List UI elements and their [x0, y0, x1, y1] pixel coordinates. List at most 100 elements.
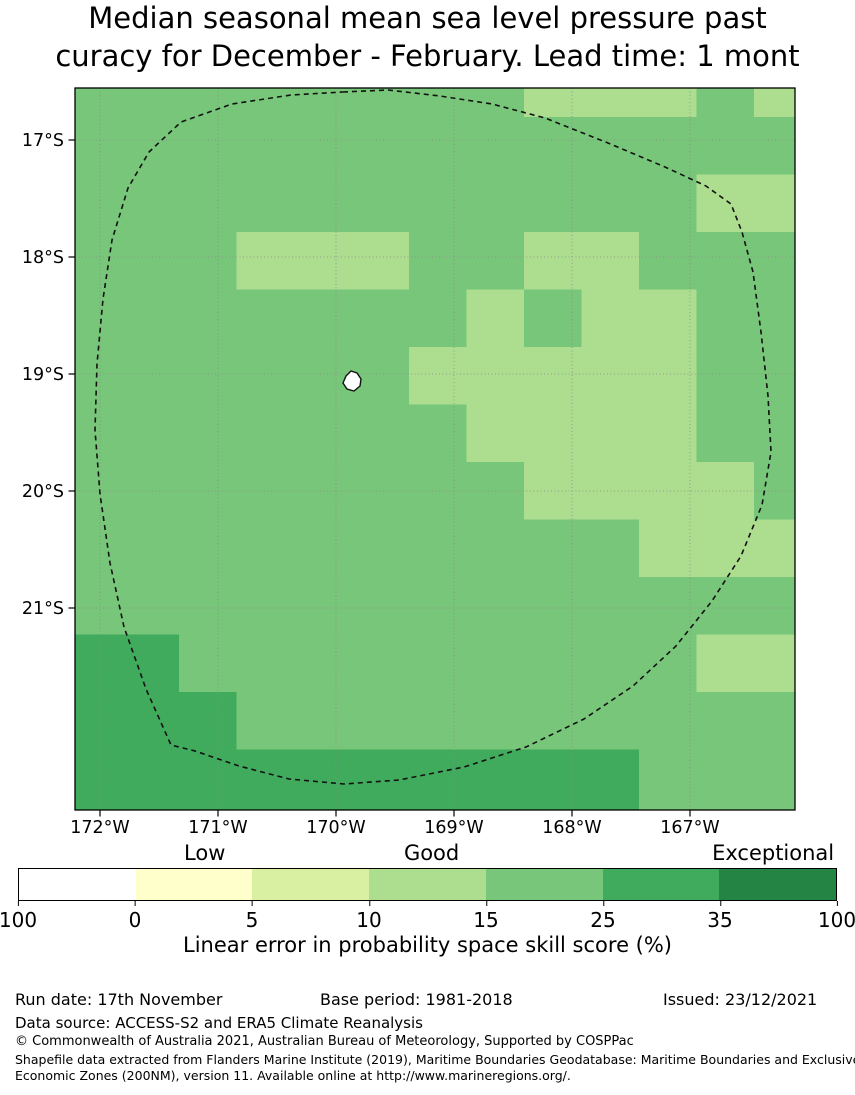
heatmap-cell [75, 117, 122, 175]
heatmap-cell [75, 692, 122, 750]
heatmap-cell [524, 634, 582, 692]
heatmap-cell [754, 692, 795, 750]
heatmap-cell [466, 117, 524, 175]
heatmap-cell [179, 634, 237, 692]
footer-shapefile-attribution-line-1: Shapefile data extracted from Flanders M… [15, 1052, 855, 1067]
lon-tick-label: 169°W [424, 818, 483, 838]
heatmap-cell [294, 692, 352, 750]
colorbar-tick-label: 15 [473, 901, 499, 932]
colorbar-segment [369, 869, 486, 900]
heatmap-cell [466, 749, 524, 810]
heatmap-cell [351, 117, 409, 175]
footer-issued-date: Issued: 23/12/2021 [663, 990, 818, 1009]
heatmap-cell [179, 577, 237, 635]
heatmap-cell [236, 289, 294, 347]
heatmap-cell [639, 519, 697, 577]
heatmap-cell [581, 749, 639, 810]
chart-title-line-2: curacy for December - February. Lead tim… [55, 39, 800, 73]
heatmap-cell [294, 634, 352, 692]
heatmap-cell [121, 289, 179, 347]
heatmap-cell [754, 749, 795, 810]
heatmap-cell [639, 462, 697, 520]
heatmap-cell [754, 232, 795, 290]
colorbar-category-labels: Low Good Exceptional [18, 841, 837, 867]
colorbar-category-label: Exceptional [712, 841, 835, 865]
heatmap-cell [409, 117, 467, 175]
heatmap-cell [696, 289, 754, 347]
axis-ticks [68, 139, 691, 817]
heatmap-cell [121, 519, 179, 577]
heatmap-cell [351, 404, 409, 462]
heatmap-cell [754, 174, 795, 232]
heatmap-cell [236, 404, 294, 462]
heatmap-cell [236, 462, 294, 520]
heatmap-cell [581, 347, 639, 405]
heatmap-cell [581, 519, 639, 577]
heatmap-cell [581, 174, 639, 232]
heatmap-cell [179, 519, 237, 577]
colorbar-axis-label: Linear error in probability space skill … [183, 933, 672, 957]
heatmap-cell [179, 289, 237, 347]
heatmap-cell [466, 174, 524, 232]
heatmap-cell [236, 117, 294, 175]
colorbar-segment [19, 869, 136, 900]
colorbar-tick-labels: 100 0 5 10 15 25 35 100 [0, 901, 855, 933]
heatmap-cell [639, 289, 697, 347]
heatmap-cell [409, 462, 467, 520]
heatmap-cell [639, 749, 697, 810]
niue-island-outline [342, 370, 362, 392]
heatmap-cell [524, 404, 582, 462]
heatmap-cell [639, 174, 697, 232]
axis-tick-labels: 172°W 171°W 170°W 169°W 168°W 167°W 17°S 18°S 19… [22, 131, 720, 838]
lon-tick-label: 172°W [70, 818, 129, 838]
heatmap-cell [294, 347, 352, 405]
heatmap-cell [409, 404, 467, 462]
lon-tick-label: 168°W [542, 818, 601, 838]
heatmap-cell [121, 749, 179, 810]
heatmap-cell [639, 634, 697, 692]
footer-copyright: © Commonwealth of Australia 2021, Austra… [15, 1034, 634, 1049]
heatmap-cell [121, 117, 179, 175]
colorbar-tick-label: 100 [818, 901, 855, 932]
heatmap-cell [466, 232, 524, 290]
colorbar-segment [135, 869, 253, 900]
heatmap-cell [696, 577, 754, 635]
heatmap-cell [466, 692, 524, 750]
heatmap-cell [121, 577, 179, 635]
heatmap-cell [351, 577, 409, 635]
heatmap-cell [75, 519, 122, 577]
heatmap-cell [524, 692, 582, 750]
lat-tick-label: 21°S [22, 599, 64, 619]
heatmap-cell [581, 692, 639, 750]
heatmap-cell [754, 88, 795, 117]
heatmap-cell [466, 519, 524, 577]
heatmap-cell [409, 519, 467, 577]
heatmap-cell [696, 174, 754, 232]
heatmap-cell [524, 232, 582, 290]
heatmap-cell [696, 404, 754, 462]
heatmap-cell [75, 577, 122, 635]
heatmap-cell [639, 232, 697, 290]
heatmap-cell [75, 749, 122, 810]
heatmap-cell [121, 88, 179, 117]
heatmap-cell [524, 289, 582, 347]
heatmap-cell [409, 692, 467, 750]
lat-tick-label: 20°S [22, 482, 64, 502]
heatmap-cell [524, 749, 582, 810]
heatmap-cell [466, 347, 524, 405]
heatmap-cell [754, 577, 795, 635]
heatmap-cell [581, 88, 639, 117]
heatmap-cell [179, 347, 237, 405]
heatmap-cell [294, 519, 352, 577]
plot-border [74, 87, 796, 811]
heatmap-cell [409, 577, 467, 635]
colorbar-segment [719, 869, 837, 900]
heatmap-cell [75, 174, 122, 232]
heatmap-cell [179, 692, 237, 750]
heatmap-cell [696, 634, 754, 692]
heatmap-cell [409, 749, 467, 810]
heatmap-cell [409, 88, 467, 117]
heatmap-cell [179, 749, 237, 810]
heatmap-cell [351, 232, 409, 290]
heatmap-cell [294, 232, 352, 290]
